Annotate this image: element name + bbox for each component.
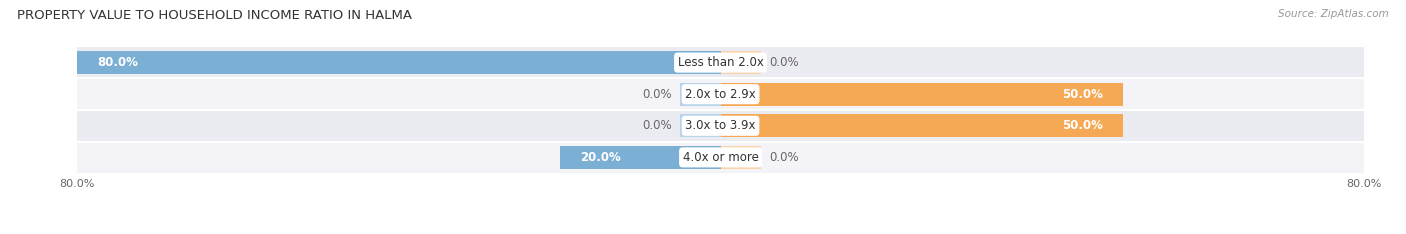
Text: 0.0%: 0.0% xyxy=(643,119,672,132)
Bar xyxy=(77,78,1364,110)
Bar xyxy=(721,146,761,169)
Text: 4.0x or more: 4.0x or more xyxy=(683,151,758,164)
Bar xyxy=(560,146,721,169)
Text: 50.0%: 50.0% xyxy=(1062,88,1102,101)
Text: PROPERTY VALUE TO HOUSEHOLD INCOME RATIO IN HALMA: PROPERTY VALUE TO HOUSEHOLD INCOME RATIO… xyxy=(17,9,412,22)
Text: 80.0%: 80.0% xyxy=(97,56,138,69)
Text: Source: ZipAtlas.com: Source: ZipAtlas.com xyxy=(1278,9,1389,19)
Text: 3.0x to 3.9x: 3.0x to 3.9x xyxy=(685,119,756,132)
Text: Less than 2.0x: Less than 2.0x xyxy=(678,56,763,69)
Text: 2.0x to 2.9x: 2.0x to 2.9x xyxy=(685,88,756,101)
Bar xyxy=(77,47,1364,78)
Bar xyxy=(681,114,721,137)
Text: 0.0%: 0.0% xyxy=(769,151,799,164)
Bar xyxy=(721,83,1122,106)
Bar xyxy=(721,51,761,74)
Bar xyxy=(721,114,1122,137)
Bar xyxy=(681,83,721,106)
Bar xyxy=(77,142,1364,173)
Text: 50.0%: 50.0% xyxy=(1062,119,1102,132)
Bar xyxy=(77,51,721,74)
Text: 20.0%: 20.0% xyxy=(579,151,620,164)
Bar xyxy=(77,110,1364,142)
Text: 0.0%: 0.0% xyxy=(769,56,799,69)
Text: 0.0%: 0.0% xyxy=(643,88,672,101)
